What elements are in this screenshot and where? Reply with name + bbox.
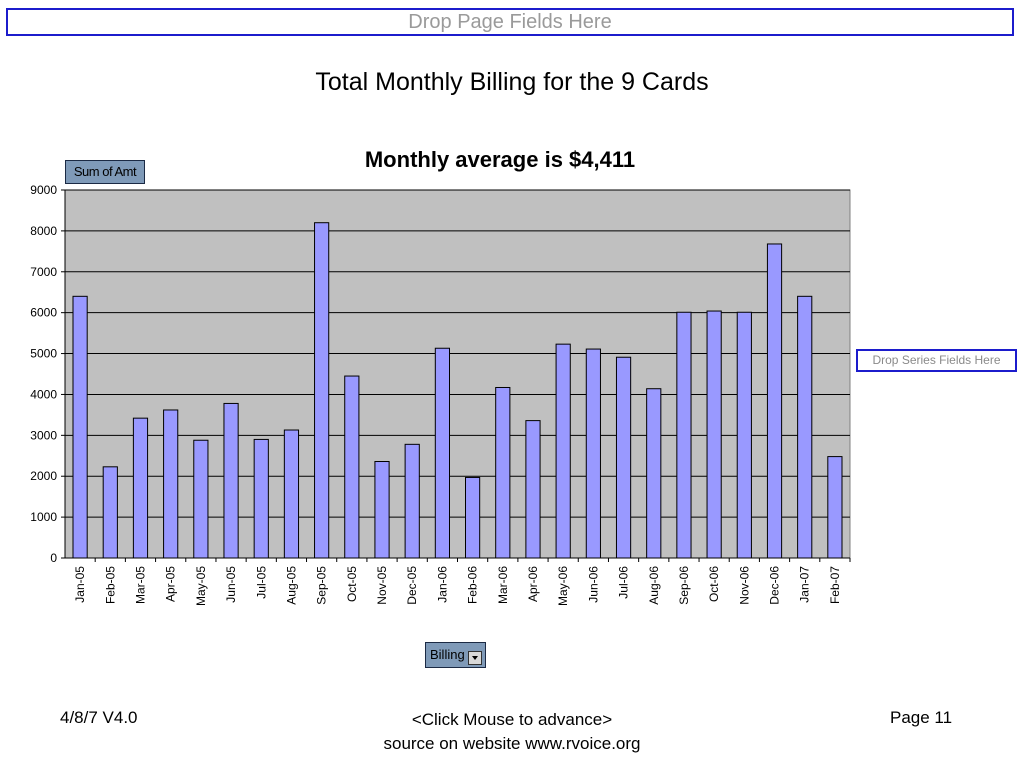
x-tick-label: Jan-07 bbox=[798, 566, 812, 603]
x-tick-label: Sep-05 bbox=[315, 566, 329, 605]
x-tick-label: Aug-05 bbox=[284, 566, 298, 605]
x-tick-label: Aug-06 bbox=[647, 566, 661, 605]
category-field-label: Billing bbox=[430, 647, 465, 662]
bar-feb-07 bbox=[827, 456, 843, 559]
x-tick-label: Oct-06 bbox=[707, 566, 721, 602]
y-tick-label: 2000 bbox=[30, 469, 57, 483]
x-tick-label: Sep-06 bbox=[677, 566, 691, 605]
y-tick-label: 1000 bbox=[30, 510, 57, 524]
x-tick-label: Jun-05 bbox=[224, 566, 238, 603]
y-tick-label: 8000 bbox=[30, 224, 57, 238]
data-field-button[interactable]: Sum of Amt bbox=[65, 160, 145, 184]
x-tick-label: Dec-05 bbox=[405, 566, 419, 605]
category-field-button[interactable]: Billing bbox=[425, 642, 486, 668]
x-tick-label: Mar-06 bbox=[496, 566, 510, 604]
x-tick-label: Nov-06 bbox=[737, 566, 751, 605]
bar-feb-06 bbox=[465, 476, 481, 559]
bar-feb-05 bbox=[102, 466, 118, 559]
x-tick-label: Apr-06 bbox=[526, 566, 540, 602]
footer-center: <Click Mouse to advance> source on websi… bbox=[312, 708, 712, 756]
x-tick-label: Jan-06 bbox=[435, 566, 449, 603]
y-tick-label: 7000 bbox=[30, 265, 57, 279]
bar-jan-07 bbox=[797, 295, 813, 559]
chart-title: Monthly average is $4,411 bbox=[365, 147, 635, 172]
y-tick-label: 4000 bbox=[30, 387, 57, 401]
bar-may-05 bbox=[193, 439, 209, 559]
bar-jul-05 bbox=[253, 438, 269, 559]
bar-apr-05 bbox=[163, 409, 179, 559]
x-tick-label: Feb-07 bbox=[828, 566, 842, 604]
x-tick-label: Dec-06 bbox=[768, 566, 782, 605]
bar-jun-05 bbox=[223, 402, 239, 559]
bar-jan-06 bbox=[434, 347, 450, 559]
bar-nov-06 bbox=[736, 311, 752, 559]
x-tick-label: Feb-05 bbox=[103, 566, 117, 604]
bar-aug-05 bbox=[283, 429, 300, 559]
x-tick-label: Mar-05 bbox=[133, 566, 147, 604]
bar-sep-05 bbox=[314, 222, 330, 559]
bar-mar-05 bbox=[132, 417, 149, 559]
x-tick-label: Jul-05 bbox=[254, 566, 268, 599]
bar-dec-06 bbox=[766, 243, 783, 559]
chevron-down-icon[interactable] bbox=[468, 651, 482, 665]
bar-dec-05 bbox=[404, 443, 420, 559]
x-tick-label: May-05 bbox=[194, 566, 208, 606]
bar-jul-06 bbox=[615, 356, 632, 559]
source-note: source on website www.rvoice.org bbox=[383, 734, 641, 753]
y-tick-label: 6000 bbox=[30, 306, 57, 320]
slide-title: Total Monthly Billing for the 9 Cards bbox=[315, 68, 709, 96]
bar-jun-06 bbox=[585, 348, 601, 559]
bar-may-06 bbox=[555, 343, 571, 559]
x-tick-label: Oct-05 bbox=[345, 566, 359, 602]
bar-apr-06 bbox=[525, 420, 541, 559]
x-tick-label: Jun-06 bbox=[586, 566, 600, 603]
x-tick-label: Feb-06 bbox=[466, 566, 480, 604]
x-tick-label: Jul-06 bbox=[617, 566, 631, 599]
page-fields-drop-zone[interactable]: Drop Page Fields Here bbox=[6, 8, 1014, 36]
bar-aug-06 bbox=[646, 388, 662, 559]
x-tick-label: Nov-05 bbox=[375, 566, 389, 605]
advance-hint[interactable]: <Click Mouse to advance> bbox=[411, 710, 613, 729]
bar-oct-06 bbox=[706, 310, 722, 559]
x-tick-label: May-06 bbox=[556, 566, 570, 606]
bar-jan-05 bbox=[72, 295, 88, 559]
y-tick-label: 5000 bbox=[30, 347, 57, 361]
x-tick-label: Apr-05 bbox=[164, 566, 178, 602]
page-number: Page 11 bbox=[890, 708, 953, 727]
y-tick-label: 0 bbox=[50, 551, 57, 565]
plot-area bbox=[64, 189, 851, 559]
bar-oct-05 bbox=[344, 375, 360, 559]
y-tick-label: 9000 bbox=[30, 183, 57, 197]
bar-sep-06 bbox=[676, 311, 692, 559]
bar-nov-05 bbox=[374, 461, 390, 559]
footer-date-version: 4/8/7 V4.0 bbox=[60, 708, 138, 727]
bar-mar-06 bbox=[495, 386, 511, 559]
x-tick-label: Jan-05 bbox=[73, 566, 87, 603]
series-fields-drop-zone[interactable]: Drop Series Fields Here bbox=[856, 349, 1017, 372]
y-tick-label: 3000 bbox=[30, 428, 57, 442]
